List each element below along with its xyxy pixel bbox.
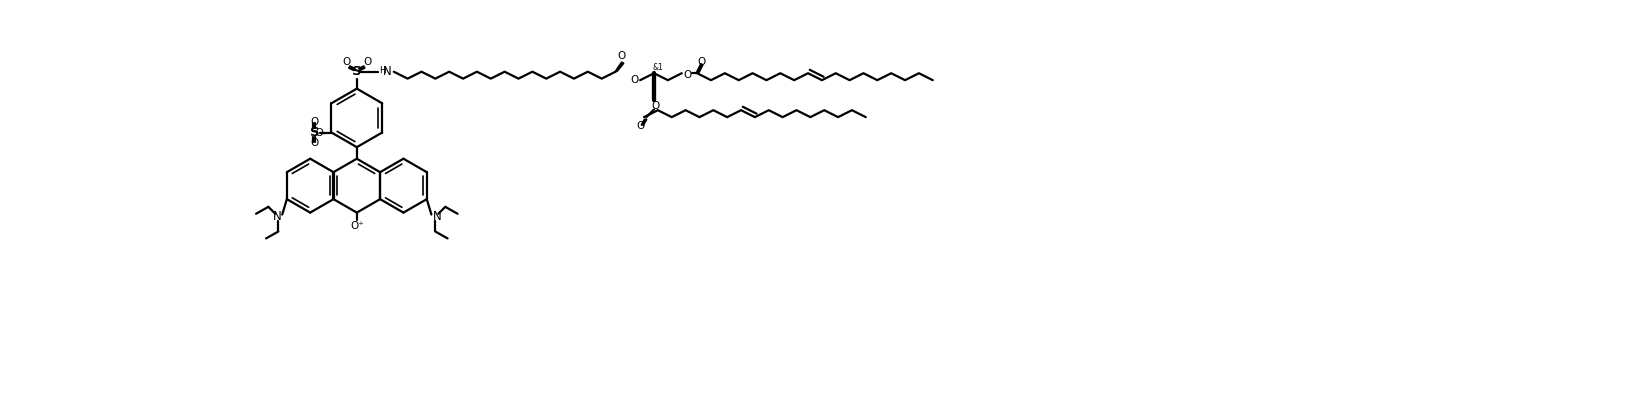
Text: O: O bbox=[364, 58, 372, 68]
Text: O: O bbox=[310, 139, 318, 148]
Text: O: O bbox=[636, 122, 644, 131]
Text: O: O bbox=[618, 51, 626, 61]
Text: S: S bbox=[310, 126, 320, 139]
Text: O: O bbox=[683, 70, 692, 80]
Text: H: H bbox=[379, 66, 385, 75]
Text: O: O bbox=[310, 117, 318, 127]
Text: O: O bbox=[343, 58, 351, 68]
Text: ⁻O: ⁻O bbox=[311, 128, 325, 138]
Text: S: S bbox=[352, 65, 362, 78]
Text: O⁺: O⁺ bbox=[351, 222, 364, 232]
Text: N: N bbox=[272, 210, 282, 223]
Text: O: O bbox=[651, 101, 659, 111]
Text: &1: &1 bbox=[652, 63, 664, 72]
Text: N: N bbox=[433, 210, 441, 223]
Text: O: O bbox=[698, 58, 706, 68]
Text: N: N bbox=[384, 65, 392, 78]
Text: O: O bbox=[631, 75, 639, 85]
